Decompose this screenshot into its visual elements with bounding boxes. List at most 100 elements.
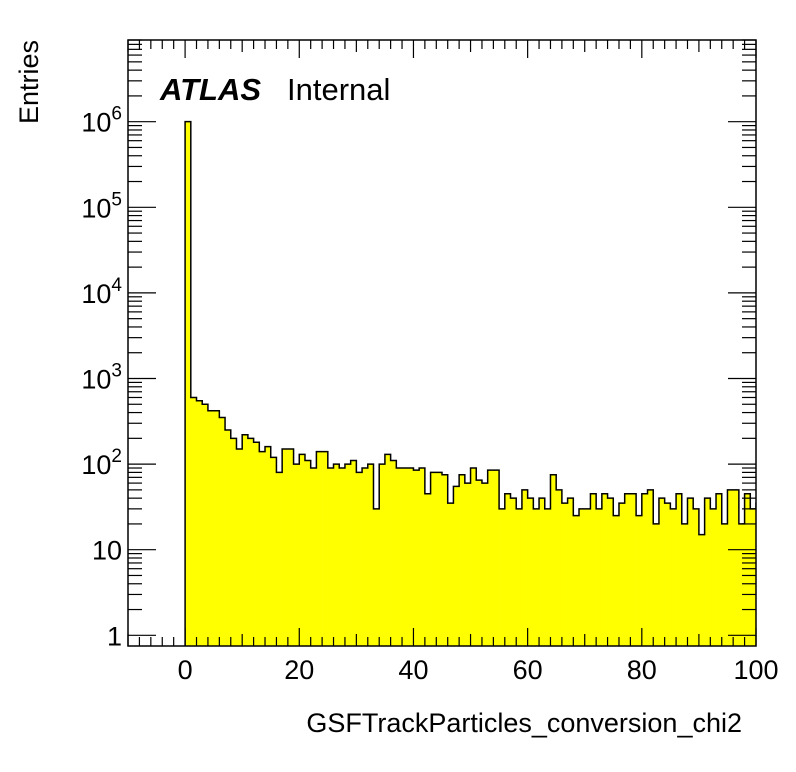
histogram-bar <box>544 508 551 646</box>
histogram-bar <box>687 498 694 646</box>
histogram-bar <box>567 498 574 646</box>
histogram-bar <box>413 470 420 646</box>
histogram-bar <box>356 472 363 646</box>
histogram-bar <box>658 498 665 646</box>
y-tick-label: 103 <box>81 360 122 394</box>
histogram-bar <box>510 498 517 646</box>
histogram-bar <box>664 503 671 646</box>
histogram-bar <box>322 451 329 646</box>
histogram-bar <box>618 503 625 646</box>
histogram-bar <box>265 446 272 646</box>
histogram-bar <box>185 121 192 646</box>
histogram-bar <box>630 493 637 646</box>
histogram-bar <box>230 438 237 646</box>
histogram-bar <box>584 508 591 646</box>
histogram-bar <box>225 430 232 646</box>
histogram-bar <box>539 498 546 646</box>
histogram-bar <box>487 470 494 646</box>
y-tick-label: 104 <box>81 275 122 309</box>
y-tick-label: 10 <box>92 536 122 566</box>
histogram-bar <box>436 472 443 646</box>
histogram-bar <box>202 404 209 646</box>
histogram-bar <box>773 509 779 646</box>
histogram-outline <box>184 120 756 646</box>
histogram-bar <box>424 493 431 646</box>
histogram-bar <box>373 508 380 646</box>
histogram-bar <box>247 438 254 646</box>
histogram-bar <box>733 489 740 646</box>
histogram-bar <box>573 515 580 646</box>
histogram-bar <box>721 523 728 646</box>
histogram-bar <box>561 503 568 646</box>
histogram-bar <box>624 493 631 646</box>
histogram-bar <box>767 498 773 646</box>
histogram-bars <box>184 120 796 646</box>
histogram-bar <box>676 493 683 646</box>
histogram-bar <box>636 515 643 646</box>
histogram-bar <box>499 508 506 646</box>
histogram-bar <box>379 464 386 646</box>
histogram-bar <box>367 464 374 646</box>
histogram-bar <box>333 464 340 646</box>
x-tick-label: 60 <box>513 655 543 685</box>
histogram-bar <box>384 454 391 646</box>
histogram-bar <box>207 410 214 646</box>
histogram-bar <box>304 460 311 646</box>
x-tick-label: 40 <box>398 655 428 685</box>
histogram-bar <box>310 468 317 646</box>
histogram-bar <box>710 508 717 646</box>
histogram-bar <box>402 468 409 646</box>
histogram-bar <box>556 489 563 646</box>
x-tick-label: 20 <box>284 655 314 685</box>
atlas-label: ATLAS <box>159 72 261 107</box>
x-tick-label: 0 <box>178 655 193 685</box>
x-tick-label: 100 <box>733 655 778 685</box>
y-tick-label: 102 <box>81 446 122 480</box>
histogram-bar <box>270 457 277 646</box>
histogram-bar <box>762 516 768 646</box>
x-tick-labels: 0 20 40 60 80 100 <box>178 655 779 685</box>
histogram-bar <box>242 434 249 646</box>
histogram-bar <box>790 509 796 646</box>
histogram-bar <box>430 472 437 646</box>
histogram-bar <box>750 508 756 646</box>
histogram-bar <box>259 451 266 646</box>
histogram-bar <box>756 503 762 646</box>
histogram-bar <box>670 508 677 646</box>
histogram-bar <box>607 498 614 646</box>
histogram-bar <box>213 410 220 646</box>
histogram-bar <box>601 493 608 646</box>
histogram-bar <box>442 474 449 646</box>
y-tick-labels: 1 10 102 103 104 105 106 <box>81 104 122 652</box>
histogram-bar <box>396 468 403 646</box>
histogram-bar <box>350 460 357 646</box>
histogram-bar <box>344 464 351 646</box>
histogram-bar <box>464 483 471 646</box>
x-tick-label: 80 <box>627 655 657 685</box>
histogram-bar <box>579 508 586 646</box>
histogram-bar <box>704 498 711 646</box>
histogram-bar <box>521 489 528 646</box>
y-tick-label: 1 <box>107 621 122 651</box>
histogram-bar <box>299 454 306 646</box>
histogram-bar <box>390 460 397 646</box>
histogram-bar <box>653 523 660 646</box>
histogram-bar <box>476 480 483 646</box>
histogram-bar <box>253 442 260 646</box>
histogram-bar <box>716 493 723 646</box>
axis-ticks <box>127 39 757 646</box>
histogram-bar <box>470 468 477 646</box>
histogram-bar <box>785 503 791 646</box>
histogram-bar <box>613 515 620 646</box>
histogram-bar <box>693 508 700 646</box>
y-axis-title: Entries <box>14 40 44 124</box>
histogram-bar <box>590 493 597 646</box>
histogram-bar <box>596 508 603 646</box>
histogram-bar <box>744 493 751 646</box>
y-tick-label: 105 <box>81 189 122 223</box>
histogram-bar <box>647 489 654 646</box>
histogram-bar <box>698 534 705 646</box>
histogram-bar <box>533 508 540 646</box>
histogram-bar <box>339 468 346 646</box>
